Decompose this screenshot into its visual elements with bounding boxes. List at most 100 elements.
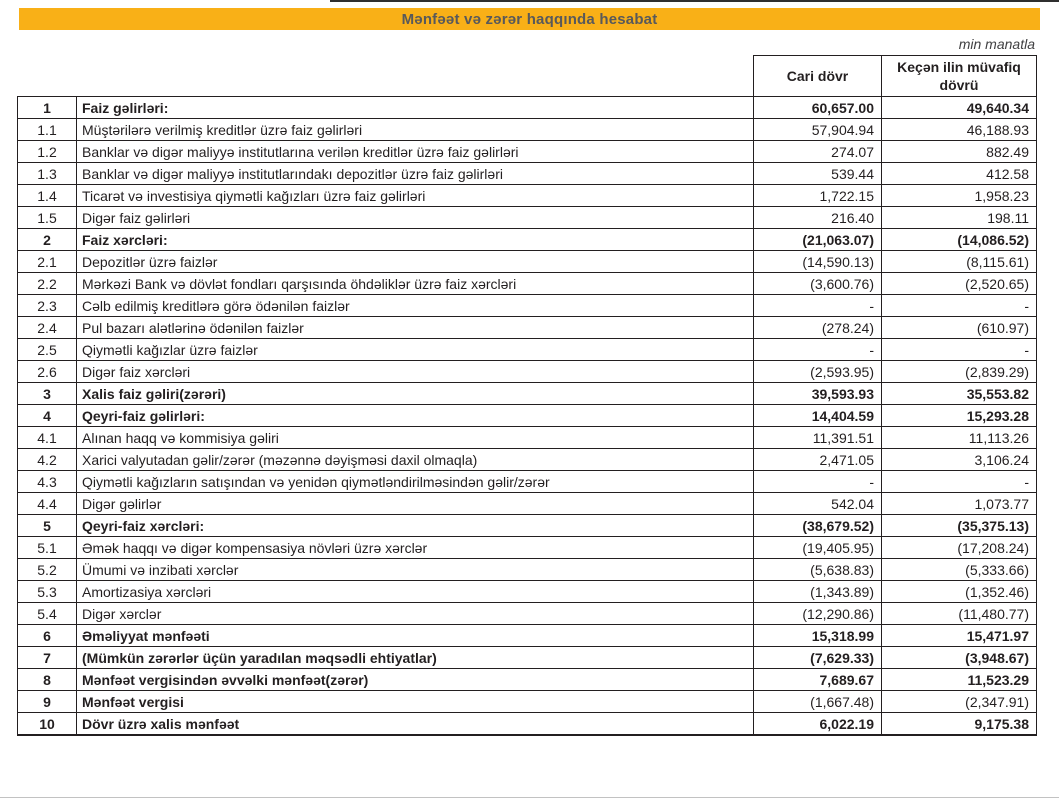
table-row: 5.3 Amortizasiya xərcləri (1,343.89) (1,352… (17, 580, 1037, 603)
row-number: 5 (17, 514, 77, 537)
current-period-value: (7,629.33) (753, 646, 882, 669)
previous-period-value: 1,958.23 (881, 184, 1037, 207)
current-period-value: 14,404.59 (753, 404, 882, 427)
table-row: 7 (Mümkün zərərlər üçün yaradılan məqsədl… (17, 646, 1037, 669)
previous-period-value: 46,188.93 (881, 118, 1037, 141)
row-number: 1.4 (17, 184, 77, 207)
row-label: Banklar və digər maliyyə institutlarına … (76, 140, 754, 163)
row-label: Müştərilərə verilmiş kreditlər üzrə faiz… (76, 118, 754, 141)
row-number: 5.1 (17, 536, 77, 559)
row-label: Digər gəlirlər (76, 492, 754, 515)
table-row: 1.2 Banklar və digər maliyyə institutları… (17, 140, 1037, 163)
row-number: 4.4 (17, 492, 77, 515)
current-period-value: (1,343.89) (753, 580, 882, 603)
previous-period-value: 3,106.24 (881, 448, 1037, 471)
row-label: Digər faiz gəlirləri (76, 206, 754, 229)
row-number: 1.1 (17, 118, 77, 141)
table-body: 1 Faiz gəlirləri: 60,657.00 49,640.34 1.1 Müş… (17, 96, 1037, 736)
row-number: 2.2 (17, 272, 77, 295)
table-row: 5 Qeyri-faiz xərcləri: (38,679.52) (35,375.… (17, 514, 1037, 537)
header-spacer (77, 56, 754, 97)
current-period-value: 1,722.15 (753, 184, 882, 207)
previous-period-value: (1,352.46) (881, 580, 1037, 603)
table-row: 5.2 Ümumi və inzibati xərclər (5,638.83) (5… (17, 558, 1037, 581)
previous-period-value: 198.11 (881, 206, 1037, 229)
current-period-value: (1,667.48) (753, 690, 882, 713)
row-label: Dövr üzrə xalis mənfəət (76, 712, 754, 736)
current-period-value: 2,471.05 (753, 448, 882, 471)
current-period-value: 6,022.19 (753, 712, 882, 736)
row-number: 2.1 (17, 250, 77, 273)
current-period-value: (5,638.83) (753, 558, 882, 581)
header-row: Cari dövr Keçən ilin müvafiq dövrü (18, 55, 1037, 97)
row-number: 5.2 (17, 558, 77, 581)
row-label: Digər faiz xərcləri (76, 360, 754, 383)
current-period-value: 39,593.93 (753, 382, 882, 405)
row-label: Mərkəzi Bank və dövlət fondları qarşısın… (76, 272, 754, 295)
previous-period-value: (3,948.67) (881, 646, 1037, 669)
row-label: Mənfəət vergisindən əvvəlki mənfəət(zərə… (76, 668, 754, 691)
current-period-value: (2,593.95) (753, 360, 882, 383)
row-label: Əməliyyat mənfəəti (76, 624, 754, 647)
current-period-value: 11,391.51 (753, 426, 882, 449)
row-number: 2.5 (17, 338, 77, 361)
row-number: 10 (17, 712, 77, 736)
previous-period-value: 9,175.38 (881, 712, 1037, 736)
table-row: 2.2 Mərkəzi Bank və dövlət fondları qarşı… (17, 272, 1037, 295)
table-row: 6 Əməliyyat mənfəəti 15,318.99 15,471.97 (17, 624, 1037, 647)
row-number: 2 (17, 228, 77, 251)
previous-period-value: 15,293.28 (881, 404, 1037, 427)
row-number: 4 (17, 404, 77, 427)
current-period-value: 57,904.94 (753, 118, 882, 141)
row-number: 4.3 (17, 470, 77, 493)
previous-period-value: 412.58 (881, 162, 1037, 185)
row-number: 2.3 (17, 294, 77, 317)
unit-note: min manatla (958, 36, 1035, 52)
page-title: Mənfəət və zərər haqqında hesabat (401, 10, 658, 28)
previous-period-value: 15,471.97 (881, 624, 1037, 647)
row-number: 6 (17, 624, 77, 647)
current-period-value: (21,063.07) (753, 228, 882, 251)
table-row: 4.4 Digər gəlirlər 542.04 1,073.77 (17, 492, 1037, 515)
row-number: 1.5 (17, 206, 77, 229)
table-row: 1.3 Banklar və digər maliyyə institutları… (17, 162, 1037, 185)
table-row: 4.3 Qiymətli kağızların satışından və yen… (17, 470, 1037, 493)
previous-period-value: (610.97) (881, 316, 1037, 339)
row-label: Qeyri-faiz xərcləri: (76, 514, 754, 537)
table-row: 1 Faiz gəlirləri: 60,657.00 49,640.34 (17, 96, 1037, 119)
previous-period-value: (14,086.52) (881, 228, 1037, 251)
previous-period-value: - (881, 294, 1037, 317)
row-number: 1.2 (17, 140, 77, 163)
table-row: 2.5 Qiymətli kağızlar üzrə faizlər - - (17, 338, 1037, 361)
row-label: Qiymətli kağızlar üzrə faizlər (76, 338, 754, 361)
row-number: 2.6 (17, 360, 77, 383)
current-period-value: (3,600.76) (753, 272, 882, 295)
column-header-current-period: Cari dövr (753, 55, 882, 97)
current-period-value: (278.24) (753, 316, 882, 339)
table-row: 4.2 Xarici valyutadan gəlir/zərər (məzənn… (17, 448, 1037, 471)
row-number: 4.1 (17, 426, 77, 449)
column-header-previous-period: Keçən ilin müvafiq dövrü (881, 55, 1037, 97)
row-number: 3 (17, 382, 77, 405)
previous-period-value: (2,347.91) (881, 690, 1037, 713)
row-label: Xarici valyutadan gəlir/zərər (məzənnə d… (76, 448, 754, 471)
previous-period-value: 49,640.34 (881, 96, 1037, 119)
current-period-value: 15,318.99 (753, 624, 882, 647)
current-period-value: 542.04 (753, 492, 882, 515)
current-period-value: 539.44 (753, 162, 882, 185)
table-row: 5.1 Əmək haqqı və digər kompensasiya növl… (17, 536, 1037, 559)
table-row: 1.4 Ticarət və investisiya qiymətli kağız… (17, 184, 1037, 207)
current-period-value: 216.40 (753, 206, 882, 229)
row-label: (Mümkün zərərlər üçün yaradılan məqsədli… (76, 646, 754, 669)
row-number: 2.4 (17, 316, 77, 339)
table-row: 2 Faiz xərcləri: (21,063.07) (14,086.52) (17, 228, 1037, 251)
row-number: 9 (17, 690, 77, 713)
row-label: Faiz gəlirləri: (76, 96, 754, 119)
previous-period-value: (5,333.66) (881, 558, 1037, 581)
previous-period-value: 35,553.82 (881, 382, 1037, 405)
table-row: 8 Mənfəət vergisindən əvvəlki mənfəət(zər… (17, 668, 1037, 691)
row-label: Qeyri-faiz gəlirləri: (76, 404, 754, 427)
table-header: Cari dövr Keçən ilin müvafiq dövrü (18, 55, 1037, 97)
current-period-value: (12,290.86) (753, 602, 882, 625)
table-row: 9 Mənfəət vergisi (1,667.48) (2,347.91) (17, 690, 1037, 713)
